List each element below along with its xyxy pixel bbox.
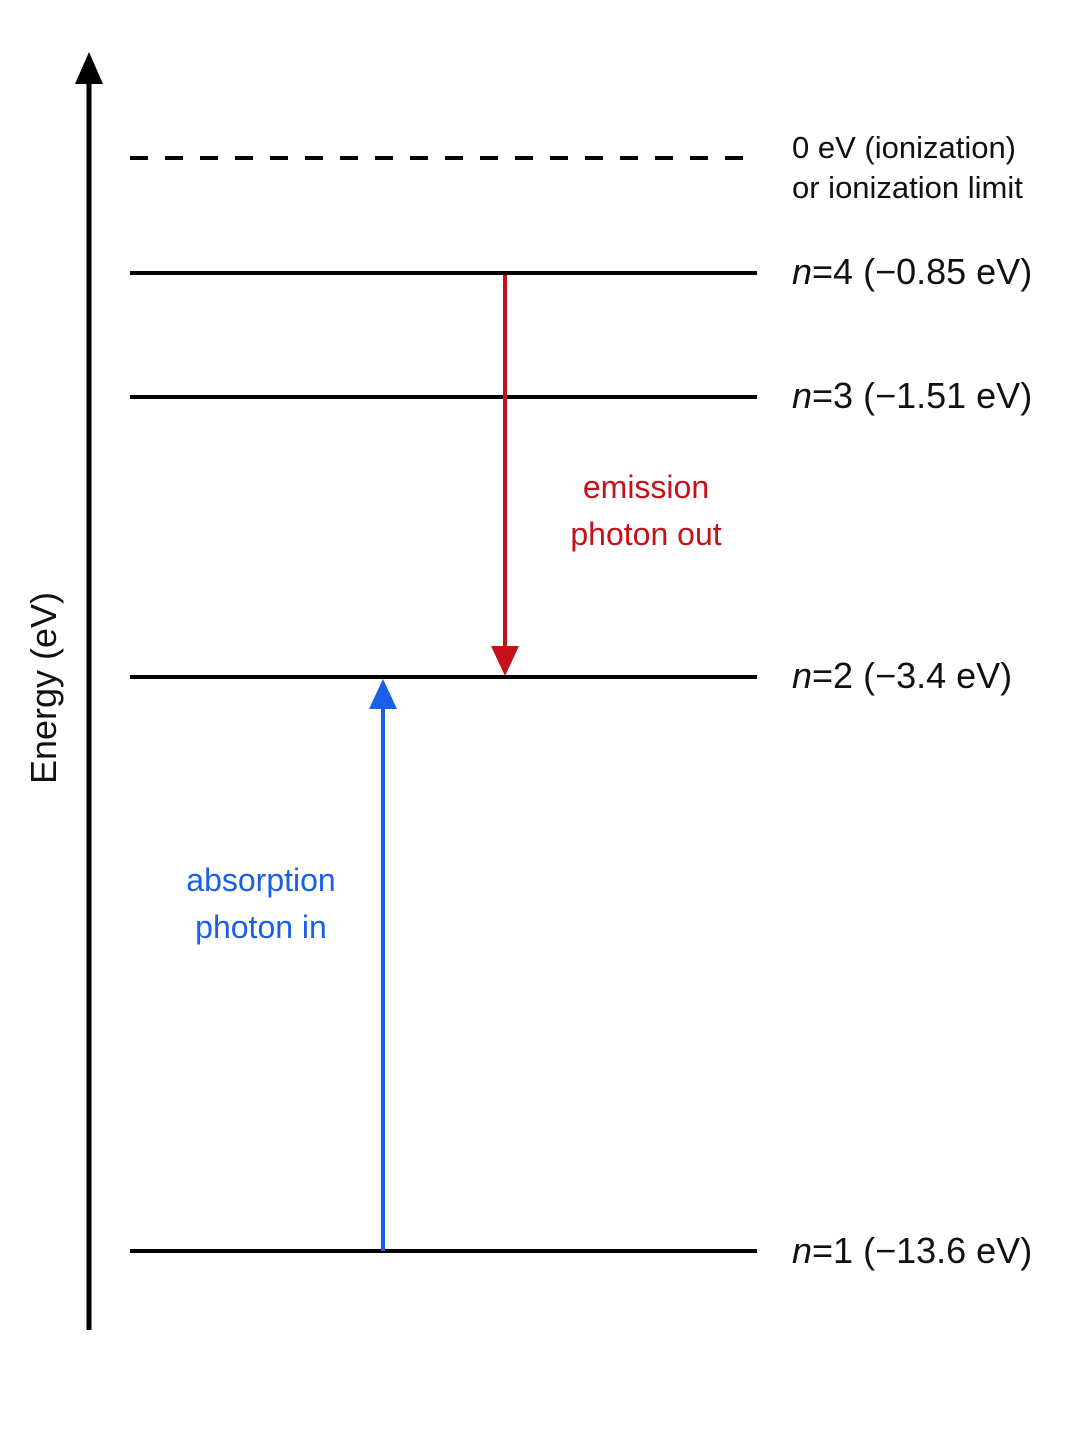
emission-label: photon out (570, 516, 721, 552)
absorption-label: photon in (195, 909, 327, 945)
level-text: =1 (−13.6 eV) (812, 1230, 1032, 1271)
level-label: n=2 (−3.4 eV) (792, 655, 1012, 696)
axis-label: Energy (eV) (23, 592, 64, 784)
emission-arrowhead (491, 646, 519, 676)
ionization-label: 0 eV (ionization) (792, 130, 1016, 165)
absorption-label: absorption (186, 862, 335, 898)
absorption-arrowhead (369, 679, 397, 709)
level-text: =2 (−3.4 eV) (812, 655, 1012, 696)
axis-arrowhead (75, 52, 103, 84)
level-label: n=1 (−13.6 eV) (792, 1230, 1032, 1271)
level-label: n=3 (−1.51 eV) (792, 375, 1032, 416)
level-symbol: n (792, 1230, 812, 1271)
level-text: =3 (−1.51 eV) (812, 375, 1032, 416)
level-text: =4 (−0.85 eV) (812, 251, 1032, 292)
level-label: n=4 (−0.85 eV) (792, 251, 1032, 292)
level-symbol: n (792, 655, 812, 696)
level-symbol: n (792, 375, 812, 416)
level-symbol: n (792, 251, 812, 292)
emission-label: emission (583, 469, 709, 505)
ionization-label: or ionization limit (792, 170, 1023, 205)
